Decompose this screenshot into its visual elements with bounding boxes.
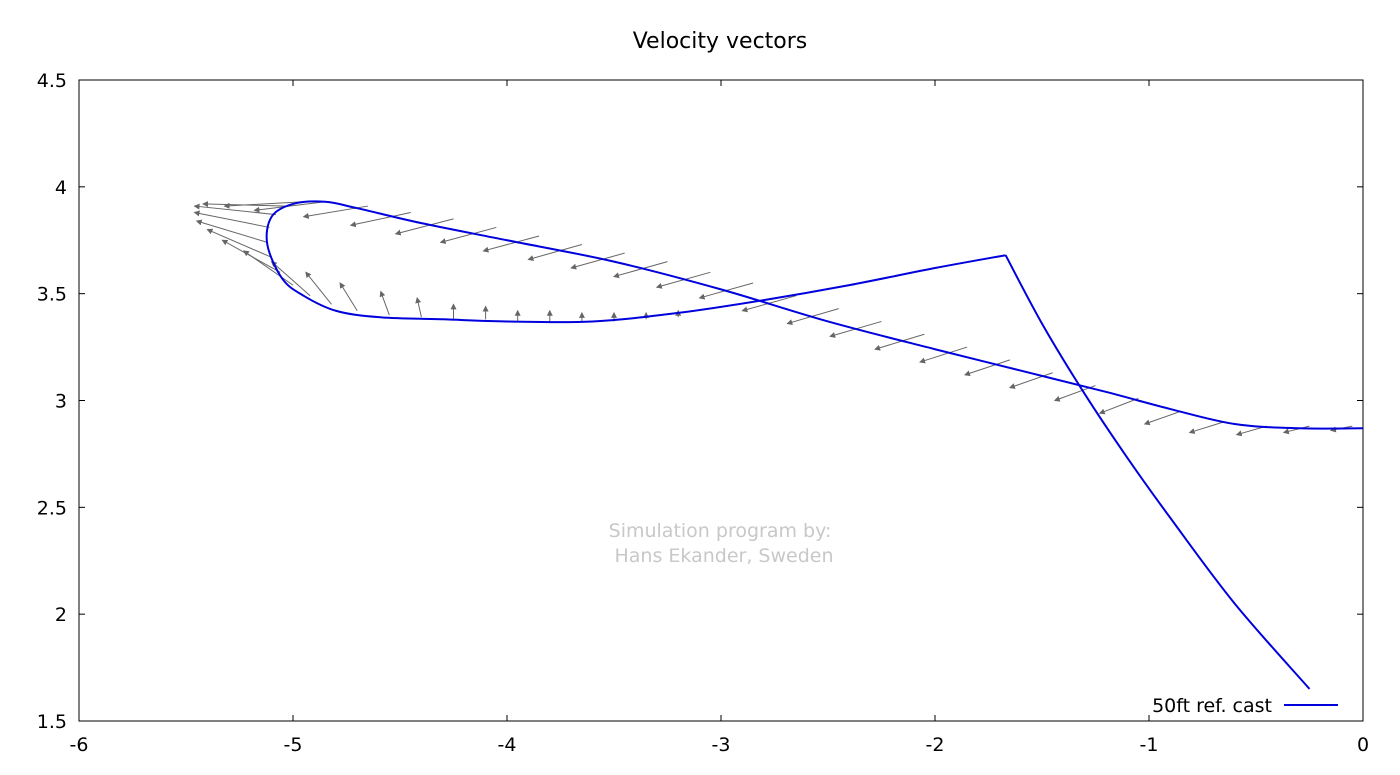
y-tick-label: 4.5: [37, 70, 67, 92]
velocity-vector: [1188, 421, 1225, 434]
y-tick-label: 3: [55, 391, 67, 413]
velocity-vector: [349, 211, 411, 228]
velocity-vector: [242, 250, 294, 286]
x-tick-label: -4: [498, 734, 517, 756]
velocity-vector: [570, 252, 625, 270]
series-lines: [265, 200, 1364, 690]
velocity-vector: [339, 282, 358, 312]
y-tick-label: 3.5: [37, 284, 67, 306]
velocity-vector: [1143, 410, 1182, 426]
y-tick-label: 4: [55, 177, 67, 199]
series-line-loop: [265, 200, 1364, 430]
velocity-vector: [482, 235, 540, 253]
velocity-vector: [415, 296, 422, 318]
y-tick-label: 2.5: [37, 497, 67, 519]
series-line-rod-leg: [1004, 254, 1311, 690]
legend: 50ft ref. cast: [1152, 695, 1338, 717]
velocity-vector: [394, 218, 454, 236]
x-tick-label: -5: [284, 734, 303, 756]
x-tick-label: 0: [1357, 734, 1369, 756]
tick-labels: -6 -5 -4 -3 -2 -1 0 1.5 2 2.5 3 3.5 4 4.5: [37, 70, 1369, 756]
x-tick-label: -3: [712, 734, 731, 756]
velocity-vectors: [193, 201, 1353, 437]
x-tick-label: -6: [70, 734, 89, 756]
x-tick-label: -2: [926, 734, 945, 756]
plot-frame: [78, 79, 1364, 722]
watermark: Simulation program by: Hans Ekander, Swe…: [609, 520, 834, 567]
velocity-vector: [964, 359, 1011, 377]
velocity-vector: [439, 226, 497, 244]
legend-label: 50ft ref. cast: [1152, 695, 1272, 717]
watermark-line-2: Hans Ekander, Sweden: [615, 545, 834, 567]
velocity-vector: [270, 260, 311, 297]
velocity-vector: [874, 333, 925, 351]
velocity-vector: [1098, 397, 1139, 415]
velocity-vector: [202, 201, 289, 208]
axis-ticks: [78, 79, 1364, 722]
watermark-line-1: Simulation program by:: [609, 520, 832, 542]
x-tick-label: -1: [1140, 734, 1159, 756]
velocity-vector: [253, 201, 326, 213]
velocity-vector: [527, 244, 583, 262]
velocity-vector: [919, 346, 968, 364]
velocity-vector: [613, 261, 668, 279]
y-tick-label: 2: [55, 604, 67, 626]
velocity-vector: [305, 271, 332, 305]
velocity-vector: [193, 210, 270, 228]
velocity-vector: [206, 228, 272, 258]
velocity-vector: [223, 201, 304, 209]
y-tick-label: 1.5: [37, 711, 67, 733]
velocity-vector: [195, 219, 268, 243]
velocity-vector: [1008, 372, 1053, 389]
velocity-vector: [379, 290, 390, 316]
chart-title: Velocity vectors: [633, 29, 808, 54]
velocity-vector: [1282, 425, 1310, 435]
velocity-vector: [193, 203, 276, 216]
